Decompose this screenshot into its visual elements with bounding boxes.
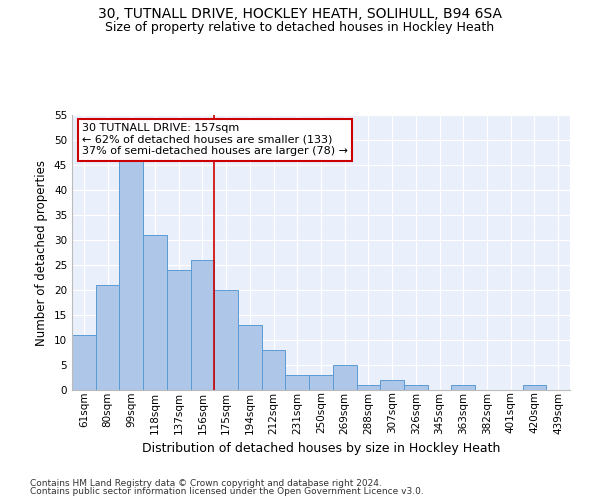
Text: Contains public sector information licensed under the Open Government Licence v3: Contains public sector information licen… — [30, 488, 424, 496]
Text: Size of property relative to detached houses in Hockley Heath: Size of property relative to detached ho… — [106, 21, 494, 34]
Text: 30 TUTNALL DRIVE: 157sqm
← 62% of detached houses are smaller (133)
37% of semi-: 30 TUTNALL DRIVE: 157sqm ← 62% of detach… — [82, 123, 348, 156]
Bar — [451, 385, 475, 390]
Bar — [404, 385, 428, 390]
Bar — [119, 160, 143, 390]
Text: 30, TUTNALL DRIVE, HOCKLEY HEATH, SOLIHULL, B94 6SA: 30, TUTNALL DRIVE, HOCKLEY HEATH, SOLIHU… — [98, 8, 502, 22]
Bar — [96, 285, 119, 390]
Bar — [72, 335, 96, 390]
Bar — [214, 290, 238, 390]
Bar — [238, 325, 262, 390]
Bar — [333, 365, 356, 390]
Text: Contains HM Land Registry data © Crown copyright and database right 2024.: Contains HM Land Registry data © Crown c… — [30, 478, 382, 488]
Bar — [262, 350, 286, 390]
Bar — [356, 385, 380, 390]
Bar — [286, 375, 309, 390]
Bar — [167, 270, 191, 390]
Bar — [309, 375, 333, 390]
Bar — [143, 235, 167, 390]
Bar — [523, 385, 546, 390]
Bar — [380, 380, 404, 390]
X-axis label: Distribution of detached houses by size in Hockley Heath: Distribution of detached houses by size … — [142, 442, 500, 455]
Bar — [191, 260, 214, 390]
Y-axis label: Number of detached properties: Number of detached properties — [35, 160, 49, 346]
